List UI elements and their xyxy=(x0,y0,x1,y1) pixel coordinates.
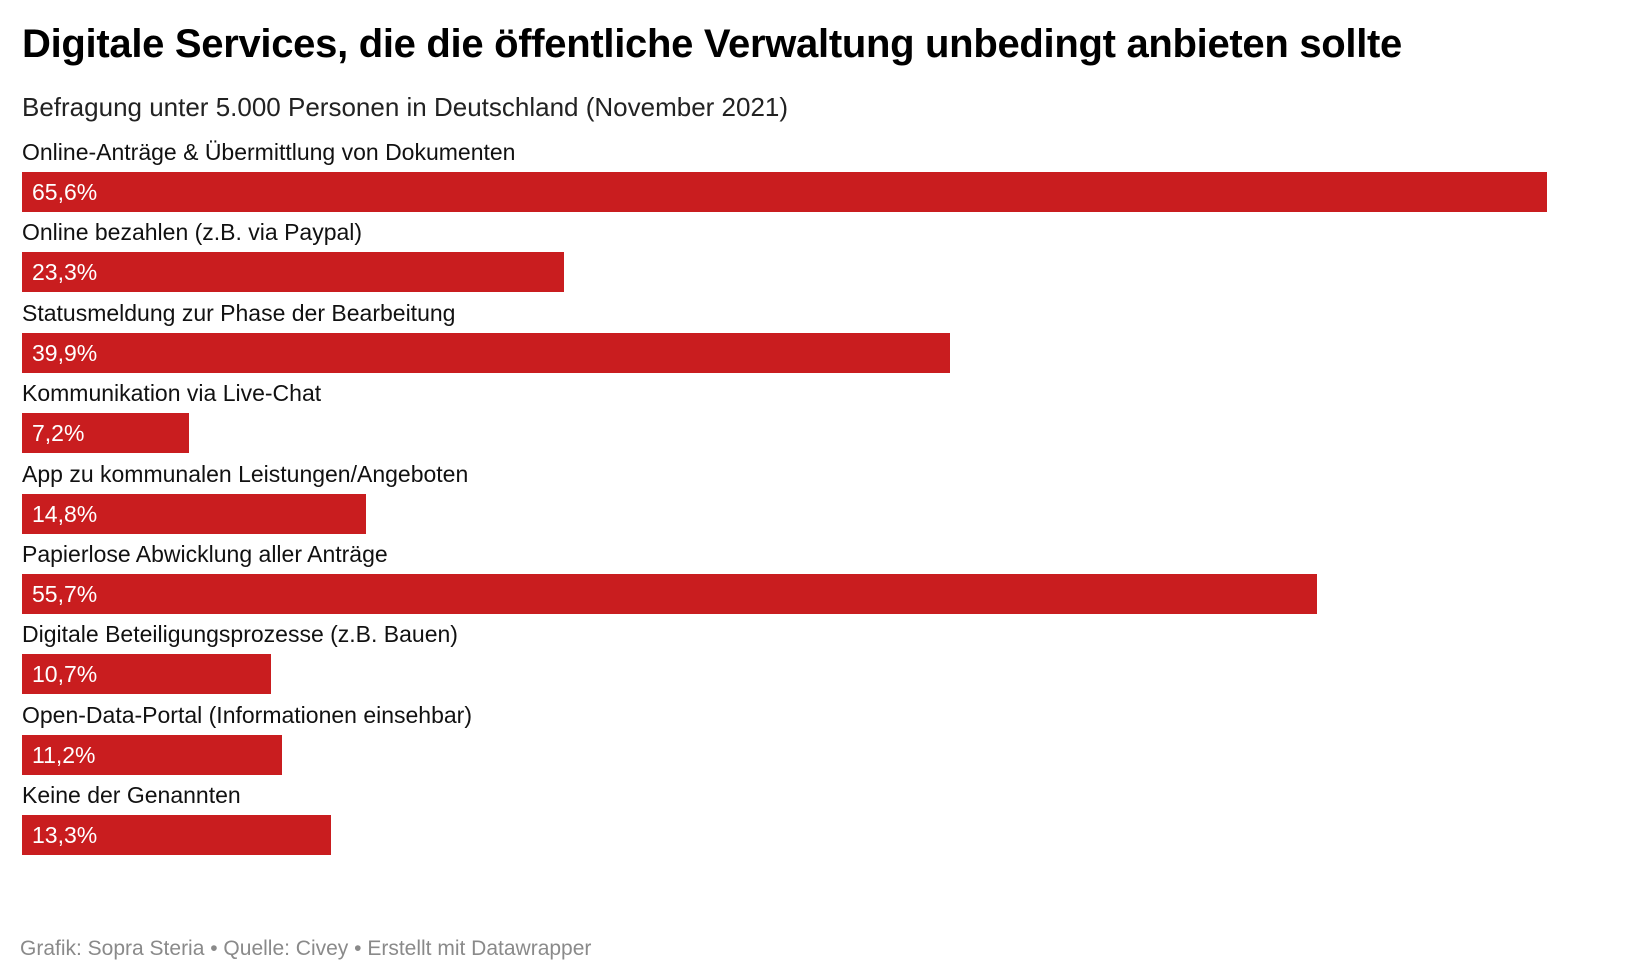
bar-value-label: 23,3% xyxy=(32,259,98,285)
bar-value-label: 11,2% xyxy=(32,742,96,768)
bar-value-label: 39,9% xyxy=(32,340,98,366)
bar-value-label: 10,7% xyxy=(32,661,98,687)
bar xyxy=(22,333,950,373)
bar-value-label: 14,8% xyxy=(32,501,98,527)
category-label: Kommunikation via Live-Chat xyxy=(22,380,322,406)
bar xyxy=(22,815,331,855)
category-label: App zu kommunalen Leistungen/Angeboten xyxy=(22,461,469,487)
bar xyxy=(22,252,564,292)
bar xyxy=(22,574,1317,614)
category-label: Open-Data-Portal (Informationen einsehba… xyxy=(22,702,473,728)
bar xyxy=(22,654,271,694)
bar-value-label: 55,7% xyxy=(32,581,98,607)
chart-subtitle: Befragung unter 5.000 Personen in Deutsc… xyxy=(22,92,789,122)
bar xyxy=(22,494,366,534)
bar xyxy=(22,735,282,775)
category-label: Online bezahlen (z.B. via Paypal) xyxy=(22,219,363,245)
chart-title: Digitale Services, die die öffentliche V… xyxy=(22,22,1403,66)
category-label: Keine der Genannten xyxy=(22,782,241,808)
bar xyxy=(22,413,189,453)
category-label: Online-Anträge & Übermittlung von Dokume… xyxy=(22,139,516,165)
category-label: Statusmeldung zur Phase der Bearbeitung xyxy=(22,300,456,326)
bar-value-label: 65,6% xyxy=(32,179,98,205)
chart-footer: Grafik: Sopra Steria • Quelle: Civey • E… xyxy=(20,937,592,960)
bar-value-label: 13,3% xyxy=(32,822,98,848)
category-label: Digitale Beteiligungsprozesse (z.B. Baue… xyxy=(22,621,458,647)
bar xyxy=(22,172,1547,212)
bar-value-label: 7,2% xyxy=(32,420,85,446)
category-label: Papierlose Abwicklung aller Anträge xyxy=(22,541,388,567)
